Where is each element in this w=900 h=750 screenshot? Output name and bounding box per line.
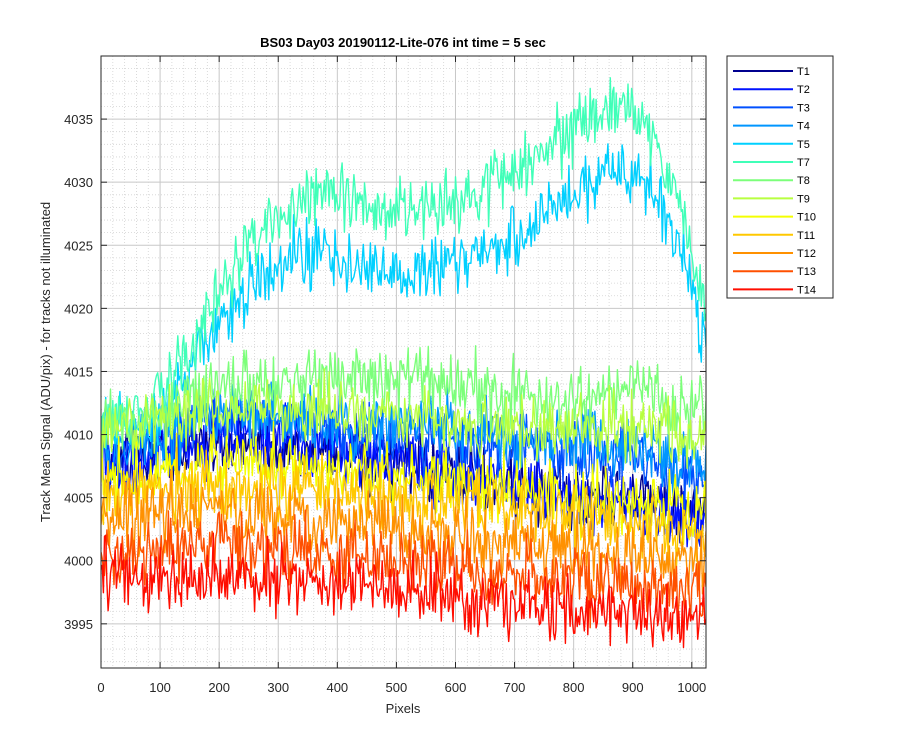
x-tick-label: 800 [563,680,585,695]
y-tick-label: 4005 [64,491,93,506]
y-tick-label: 4025 [64,238,93,253]
y-axis-label: Track Mean Signal (ADU/pix) - for tracks… [38,202,53,522]
y-tick-label: 4020 [64,301,93,316]
series-line-t5 [101,143,706,449]
x-tick-label: 0 [97,680,104,695]
chart-title: BS03 Day03 20190112-Lite-076 int time = … [260,35,546,50]
series-line-t14 [101,532,706,649]
y-axis-ticks: 3995 4000 4005 4010 4015 4020 4025 4030 4035 [64,112,706,632]
legend-label-t10: T10 [797,212,816,224]
series-line-t9 [101,368,706,469]
y-tick-label: 4015 [64,364,93,379]
legend-label-t2: T2 [797,84,810,96]
x-tick-label: 400 [326,680,348,695]
legend-label-t7: T7 [797,157,810,169]
legend-label-t5: T5 [797,139,810,151]
y-tick-label: 4000 [64,554,93,569]
x-tick-label: 100 [149,680,171,695]
y-tick-label: 4030 [64,175,93,190]
legend-label-t12: T12 [797,248,816,260]
y-tick-label: 3995 [64,617,93,632]
legend-label-t8: T8 [797,175,810,187]
x-tick-label: 700 [504,680,526,695]
legend-label-t11: T11 [797,230,815,242]
series-line-t12 [101,470,706,595]
y-tick-label: 4010 [64,428,93,443]
x-tick-label: 300 [267,680,289,695]
legend-label-t4: T4 [797,121,810,133]
legend-label-t1: T1 [797,66,810,78]
series-line-t11 [101,446,706,567]
x-axis-label: Pixels [386,701,421,716]
series-lines [101,77,706,649]
x-tick-label: 200 [208,680,230,695]
legend: T1 T2 T3 T4 T5 T7 T8 T9 T10 T11 T12 T13 T14 [726,55,834,299]
x-axis-ticks: 0 100 200 300 400 500 600 700 800 900 1000 [97,56,706,695]
series-line-t13 [101,509,706,629]
legend-label-t14: T14 [797,284,816,296]
series-line-t10 [101,421,706,545]
x-tick-label: 1000 [677,680,706,695]
legend-box [726,55,834,299]
legend-label-t13: T13 [797,266,816,278]
series-line-t7 [101,77,706,453]
x-tick-label: 600 [445,680,467,695]
axes-box [100,55,707,669]
x-tick-label: 500 [386,680,408,695]
x-tick-label: 900 [622,680,644,695]
legend-label-t3: T3 [797,102,810,114]
y-tick-label: 4035 [64,112,93,127]
legend-label-t9: T9 [797,193,810,205]
